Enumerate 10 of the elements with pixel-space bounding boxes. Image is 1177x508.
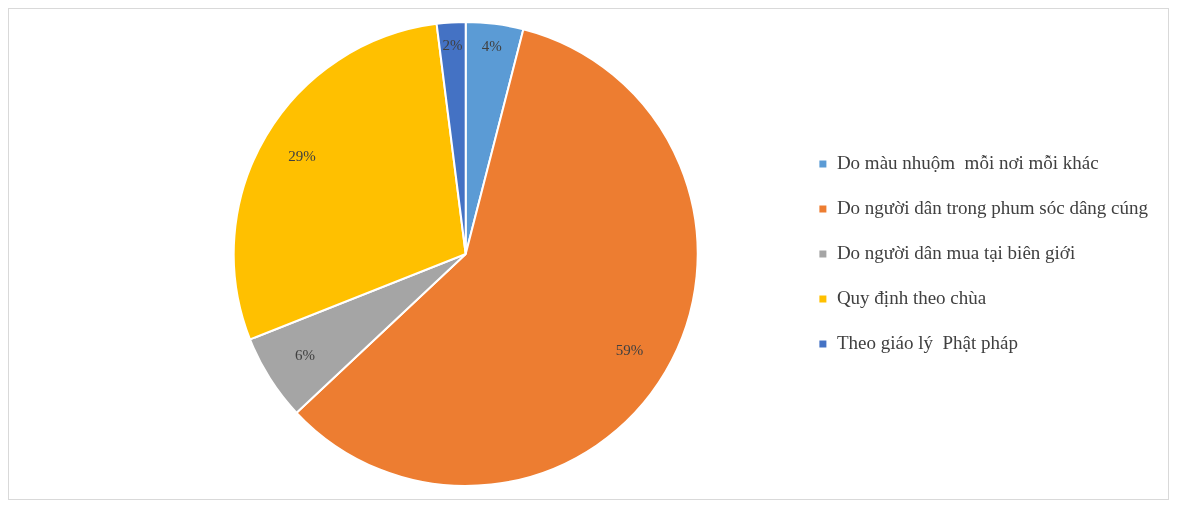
legend-label: Quy định theo chùa bbox=[836, 286, 987, 308]
legend-label: Do màu nhuộm mỗi nơi mỗi khác bbox=[836, 151, 1099, 173]
legend-label: Do người dân mua tại biên giới bbox=[836, 241, 1076, 263]
data-label: 2% bbox=[442, 36, 463, 53]
data-label: 4% bbox=[481, 37, 502, 54]
data-label: 29% bbox=[288, 148, 316, 165]
legend-label: Do người dân trong phum sóc dâng cúng bbox=[836, 196, 1149, 218]
data-label: 59% bbox=[615, 341, 644, 358]
legend-label: Theo giáo lý Phật pháp bbox=[836, 331, 1018, 353]
data-label: 6% bbox=[295, 346, 316, 363]
